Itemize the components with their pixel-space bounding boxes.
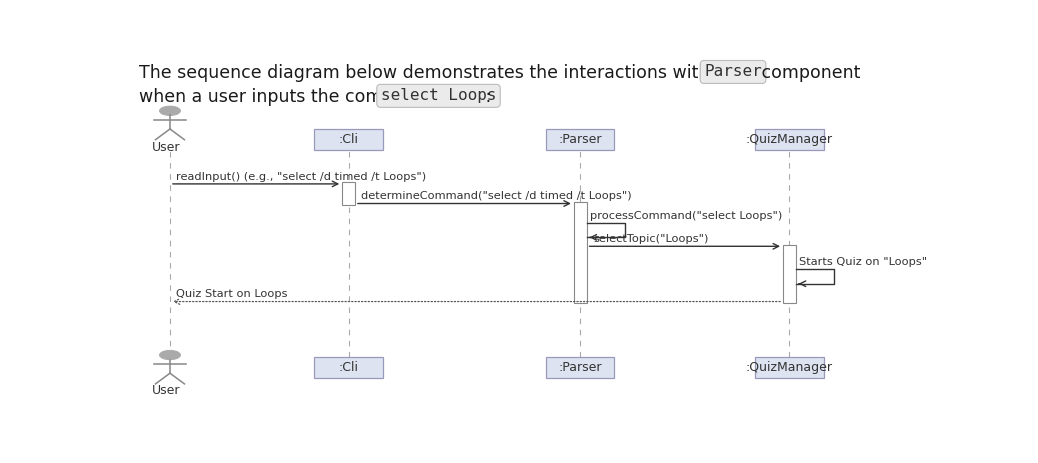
Text: User: User: [153, 141, 181, 154]
Text: :QuizManager: :QuizManager: [746, 133, 832, 146]
Text: User: User: [153, 383, 181, 396]
FancyBboxPatch shape: [756, 129, 823, 150]
FancyBboxPatch shape: [546, 357, 614, 378]
Text: :Cli: :Cli: [338, 133, 358, 146]
Text: The sequence diagram below demonstrates the interactions within the: The sequence diagram below demonstrates …: [139, 64, 765, 82]
Text: determineCommand("select /d timed /t Loops"): determineCommand("select /d timed /t Loo…: [361, 191, 632, 201]
Text: when a user inputs the command: when a user inputs the command: [139, 88, 438, 106]
Circle shape: [160, 106, 181, 115]
Text: :QuizManager: :QuizManager: [746, 361, 832, 374]
FancyBboxPatch shape: [315, 129, 383, 150]
Text: readInput() (e.g., "select /d timed /t Loops"): readInput() (e.g., "select /d timed /t L…: [176, 172, 427, 182]
Circle shape: [160, 350, 181, 360]
FancyBboxPatch shape: [315, 357, 383, 378]
Text: Starts Quiz on "Loops": Starts Quiz on "Loops": [799, 257, 927, 267]
Text: selectTopic("Loops"): selectTopic("Loops"): [593, 234, 709, 244]
FancyBboxPatch shape: [783, 244, 796, 303]
Text: Parser: Parser: [704, 64, 762, 80]
Text: :Parser: :Parser: [558, 361, 602, 374]
Text: :Parser: :Parser: [558, 133, 602, 146]
Text: component: component: [757, 64, 861, 82]
Text: select Loops: select Loops: [381, 88, 496, 103]
Text: :: :: [480, 88, 491, 106]
FancyBboxPatch shape: [343, 182, 355, 205]
FancyBboxPatch shape: [756, 357, 823, 378]
FancyBboxPatch shape: [546, 129, 614, 150]
Text: processCommand("select Loops"): processCommand("select Loops"): [590, 211, 783, 221]
FancyBboxPatch shape: [574, 202, 586, 303]
Text: :Cli: :Cli: [338, 361, 358, 374]
Text: Quiz Start on Loops: Quiz Start on Loops: [176, 289, 288, 300]
